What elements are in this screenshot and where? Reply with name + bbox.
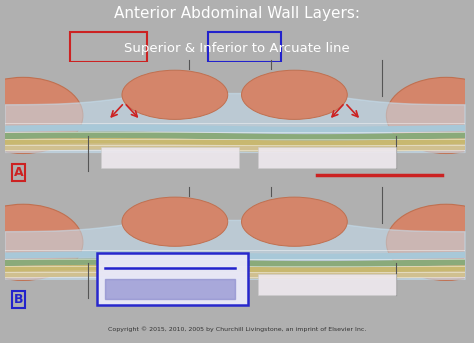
- Text: B: B: [14, 293, 23, 306]
- Ellipse shape: [242, 197, 347, 246]
- Ellipse shape: [386, 78, 474, 154]
- Ellipse shape: [122, 70, 228, 119]
- Text: Superior & Inferior to Arcuate line: Superior & Inferior to Arcuate line: [124, 42, 350, 55]
- Ellipse shape: [122, 197, 228, 246]
- Text: Anterior Abdominal Wall Layers:: Anterior Abdominal Wall Layers:: [114, 6, 360, 21]
- Ellipse shape: [242, 70, 347, 119]
- Text: A: A: [14, 166, 24, 179]
- Ellipse shape: [386, 204, 474, 281]
- FancyBboxPatch shape: [97, 253, 248, 305]
- FancyBboxPatch shape: [258, 147, 395, 168]
- Text: Copyright © 2015, 2010, 2005 by Churchill Livingstone, an imprint of Elsevier In: Copyright © 2015, 2010, 2005 by Churchil…: [108, 326, 366, 332]
- Ellipse shape: [0, 204, 83, 281]
- FancyBboxPatch shape: [101, 147, 239, 168]
- FancyBboxPatch shape: [258, 274, 395, 295]
- Ellipse shape: [0, 78, 83, 154]
